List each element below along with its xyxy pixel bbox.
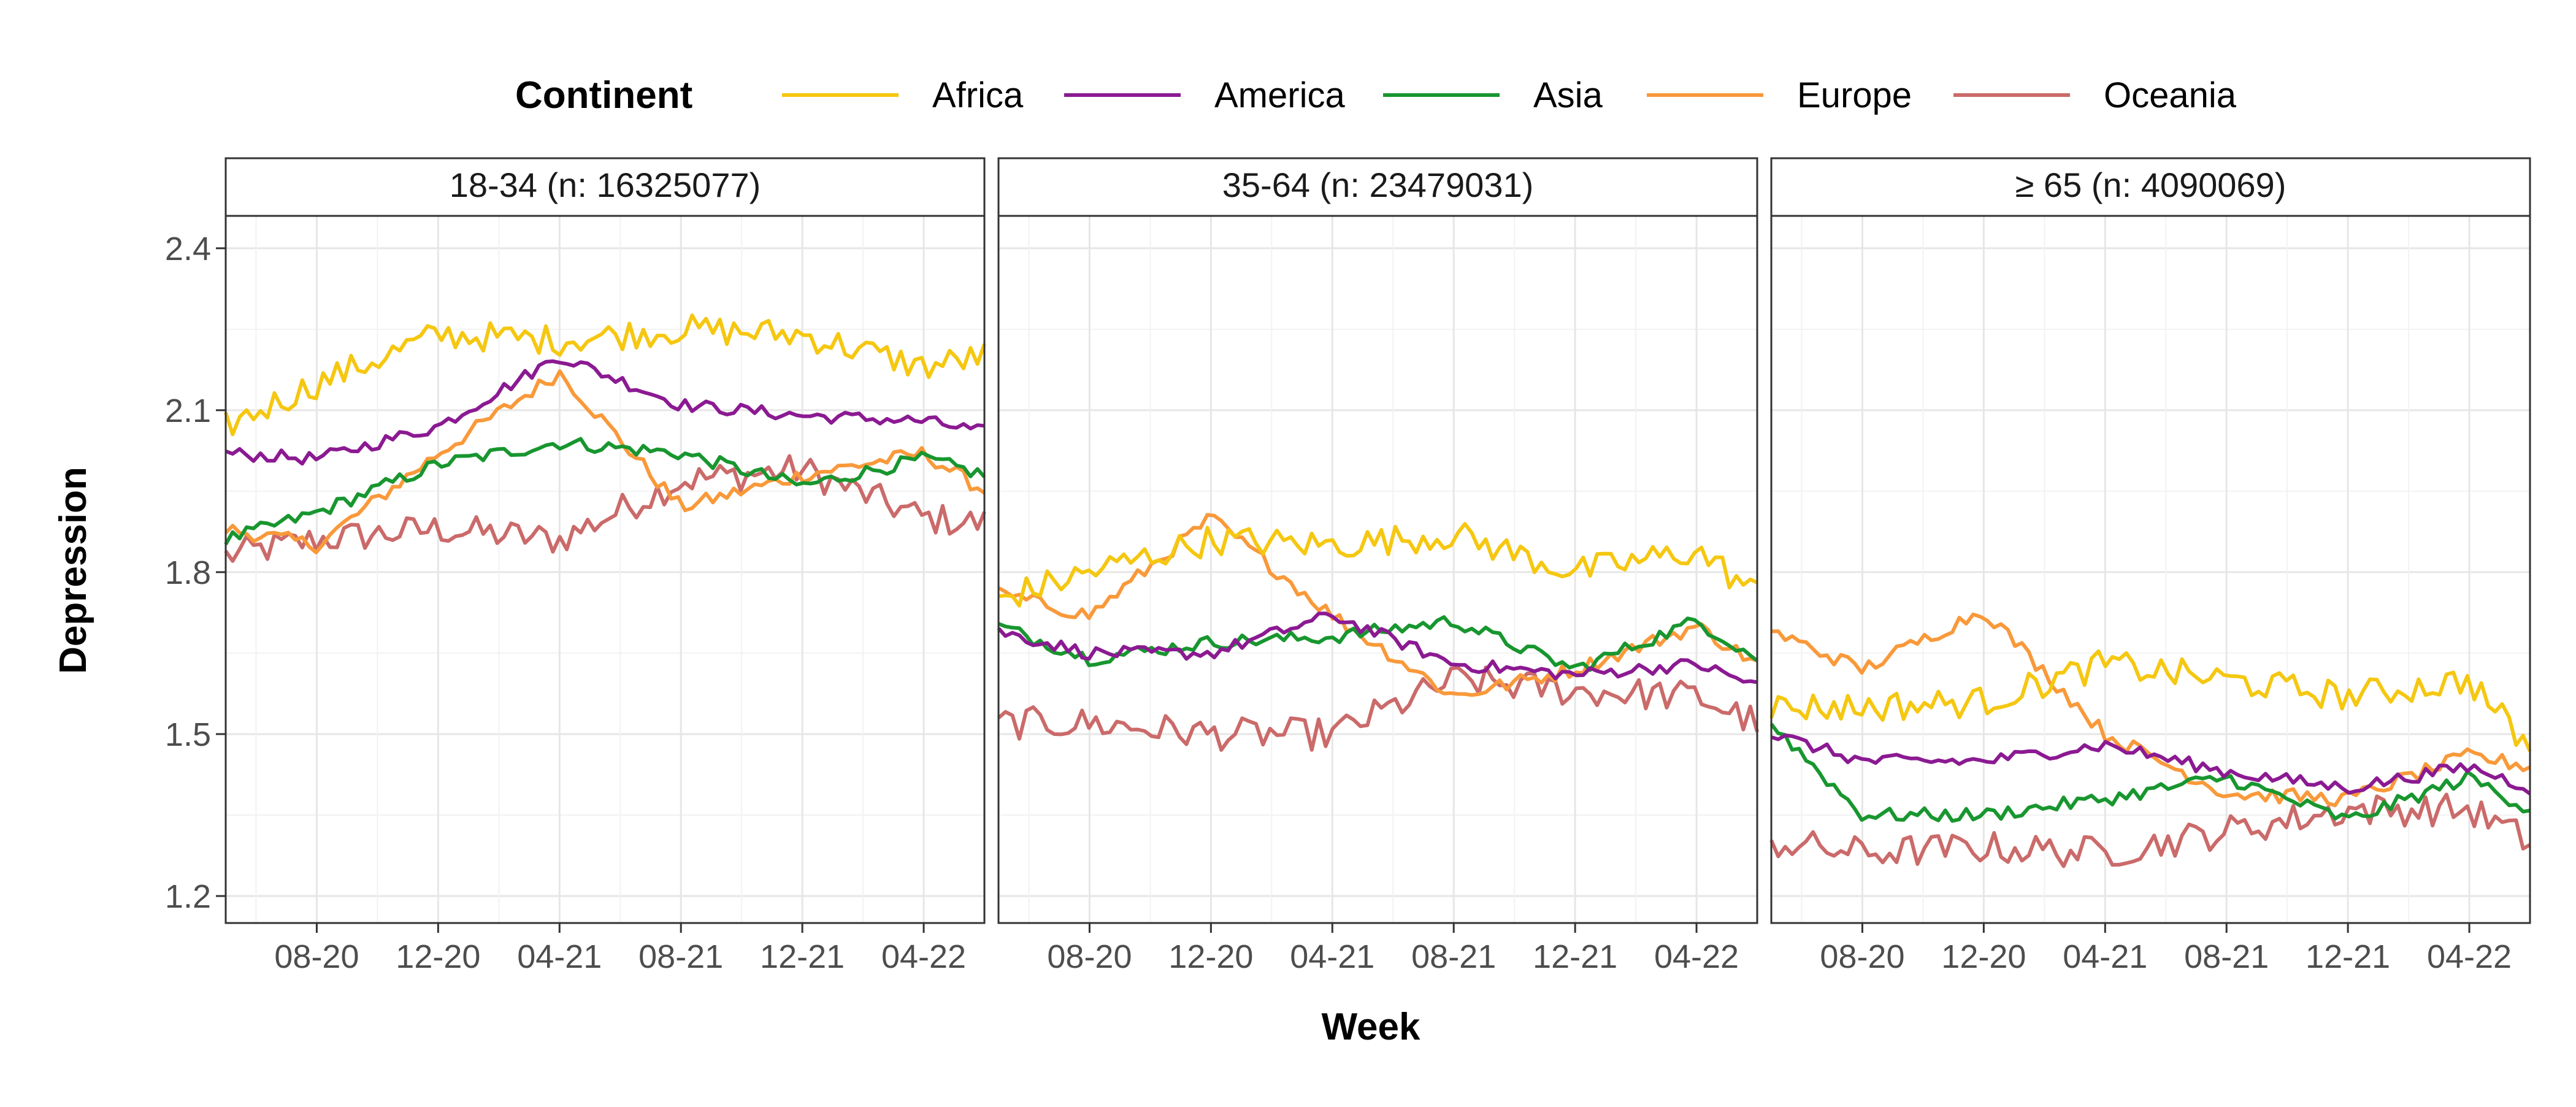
x-tick-label: 12-20 [1168, 938, 1253, 975]
x-tick-label: 04-21 [1290, 938, 1374, 975]
series-line-oceania [1769, 792, 2531, 868]
series-line-oceania [224, 454, 986, 563]
legend-title: Continent [515, 74, 692, 117]
x-tick-label: 08-21 [1411, 938, 1496, 975]
series-line-africa [998, 522, 1758, 608]
strip-label: 35-64 (n: 23479031) [1222, 166, 1534, 204]
series-line-america [1771, 734, 2531, 795]
x-tick-label: 08-20 [1047, 938, 1132, 975]
x-tick-label: 04-22 [881, 938, 966, 975]
legend-item-asia: Asia [1383, 75, 1603, 115]
series-line-europe [997, 513, 1758, 697]
legend-label: Oceania [2104, 75, 2237, 115]
strip-label: ≥ 65 (n: 4090069) [2015, 166, 2287, 204]
x-tick-label: 08-21 [638, 938, 723, 975]
legend-label: Asia [1533, 75, 1603, 115]
series-line-africa [224, 313, 986, 437]
x-tick-label: 12-21 [1533, 938, 1617, 975]
strip-header [1770, 157, 2531, 217]
x-tick-label: 08-21 [2184, 938, 2269, 975]
x-tick-label: 12-20 [1941, 938, 2026, 975]
legend-label: Europe [1797, 75, 1912, 115]
x-axis-title: Week [1322, 1006, 1420, 1048]
facet-panel-3: ≥ 65 (n: 4090069) 08-20 12-20 04-21 08-21 12-… [1769, 157, 2532, 975]
legend-items: Africa America Asia Europe Oceania [782, 75, 2237, 115]
legend-item-europe: Europe [1647, 75, 1912, 115]
series-line-america [224, 359, 985, 466]
strip-header [997, 157, 1758, 217]
legend-item-america: America [1064, 75, 1345, 115]
y-tick-label: 2.4 [165, 231, 211, 267]
legend-label: Africa [932, 75, 1024, 115]
legend-item-oceania: Oceania [1953, 75, 2237, 115]
x-tick-label: 04-21 [517, 938, 602, 975]
series-line-oceania [997, 665, 1759, 752]
plot-area [1771, 216, 2530, 923]
x-tick-label: 12-21 [2306, 938, 2390, 975]
x-tick-label: 04-22 [1654, 938, 1739, 975]
y-axis-title: Depression [52, 467, 94, 674]
x-tick-label: 04-22 [2427, 938, 2512, 975]
y-tick-label: 2.1 [165, 393, 211, 429]
facet-panels: 18-34 (n: 16325077) 1.2 1.5 1.8 2.1 2.4 08-20 1… [165, 157, 2532, 975]
series-line-africa [1769, 649, 2532, 753]
y-tick-label: 1.5 [165, 716, 211, 753]
legend-item-africa: Africa [782, 75, 1024, 115]
series-line-asia [224, 437, 986, 546]
series-line-asia [1769, 722, 2531, 823]
facet-panel-2: 35-64 (n: 23479031) 08-20 12-20 04-21 08-21 1… [997, 157, 1759, 975]
x-tick-label: 08-20 [274, 938, 359, 975]
facet-panel-1: 18-34 (n: 16325077) 1.2 1.5 1.8 2.1 2.4 08-20 1… [165, 157, 986, 975]
y-tick-label: 1.8 [165, 554, 211, 591]
series-line-america [997, 611, 1758, 684]
series-line-asia [997, 615, 1758, 672]
x-tick-label: 04-21 [2063, 938, 2147, 975]
plot-area [999, 216, 1757, 923]
y-tick-label: 1.2 [165, 878, 211, 915]
series-line-europe [224, 369, 986, 554]
x-tick-label: 12-21 [760, 938, 845, 975]
x-tick-label: 08-20 [1820, 938, 1904, 975]
legend-label: America [1214, 75, 1345, 115]
strip-header [224, 157, 986, 217]
legend: Continent Africa America Asia Europe Oceania [515, 74, 2237, 117]
plot-area [226, 216, 984, 923]
strip-label: 18-34 (n: 16325077) [450, 166, 761, 204]
x-tick-label: 12-20 [396, 938, 480, 975]
